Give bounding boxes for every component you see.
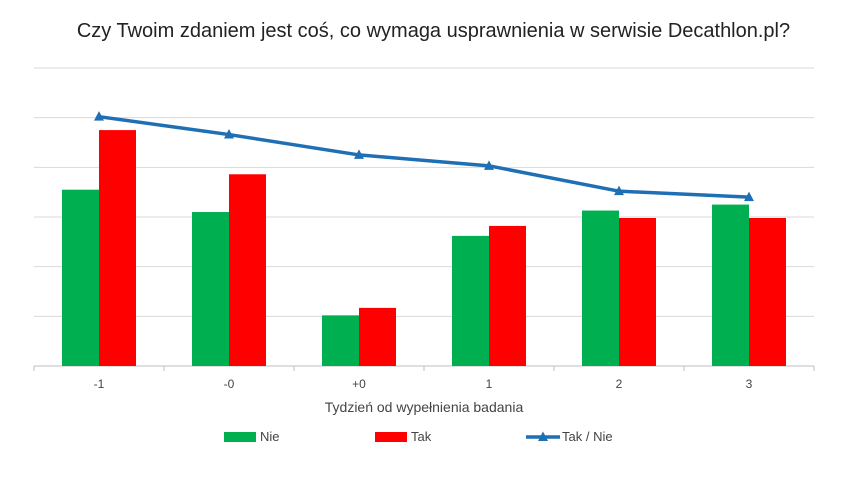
- line-point-0: [94, 111, 104, 121]
- bar-nie-2: [322, 315, 359, 366]
- x-tick-label: 3: [746, 377, 753, 391]
- line-point-2: [354, 149, 364, 159]
- x-tick-label: -0: [224, 377, 235, 391]
- x-tick-label: 2: [616, 377, 623, 391]
- x-tick-label: -1: [94, 377, 105, 391]
- line-point-5: [744, 191, 754, 202]
- gridlines: [34, 67, 814, 367]
- legend: Nie Tak Tak / Nie: [224, 429, 613, 444]
- line-layer: [94, 111, 754, 202]
- line-point-4: [614, 185, 624, 196]
- legend-label: Tak: [411, 429, 432, 444]
- line-point-3: [484, 160, 494, 170]
- bars-layer: [62, 130, 786, 366]
- x-tick-label: +0: [352, 377, 366, 391]
- line-point-1: [224, 129, 234, 139]
- bar-tak-4: [619, 217, 656, 366]
- series-line-tak-nie: [98, 114, 750, 199]
- legend-marker: [538, 431, 548, 441]
- bar-nie-4: [582, 210, 619, 366]
- legend-swatch-nie: [224, 432, 256, 442]
- chart-title: Czy Twoim zdaniem jest coś, co wymaga us…: [76, 20, 791, 42]
- bar-tak-0: [99, 130, 136, 366]
- legend-label: Tak / Nie: [562, 429, 613, 444]
- bar-tak-1: [229, 174, 266, 366]
- bar-nie-3: [452, 235, 489, 366]
- legend-label: Nie: [260, 429, 280, 444]
- x-axis-title: Tydzień od wypełnienia badania: [325, 399, 524, 415]
- bar-tak-2: [359, 307, 396, 366]
- bar-nie-0: [62, 189, 99, 366]
- bar-nie-1: [192, 212, 229, 366]
- bar-tak-5: [749, 217, 786, 366]
- legend-swatch-tak: [375, 432, 407, 442]
- bar-tak-3: [489, 225, 526, 366]
- x-tick-label: 1: [486, 377, 493, 391]
- x-tick-labels: -1 -0 +0 1 2 3: [33, 366, 815, 391]
- bar-nie-5: [712, 204, 749, 366]
